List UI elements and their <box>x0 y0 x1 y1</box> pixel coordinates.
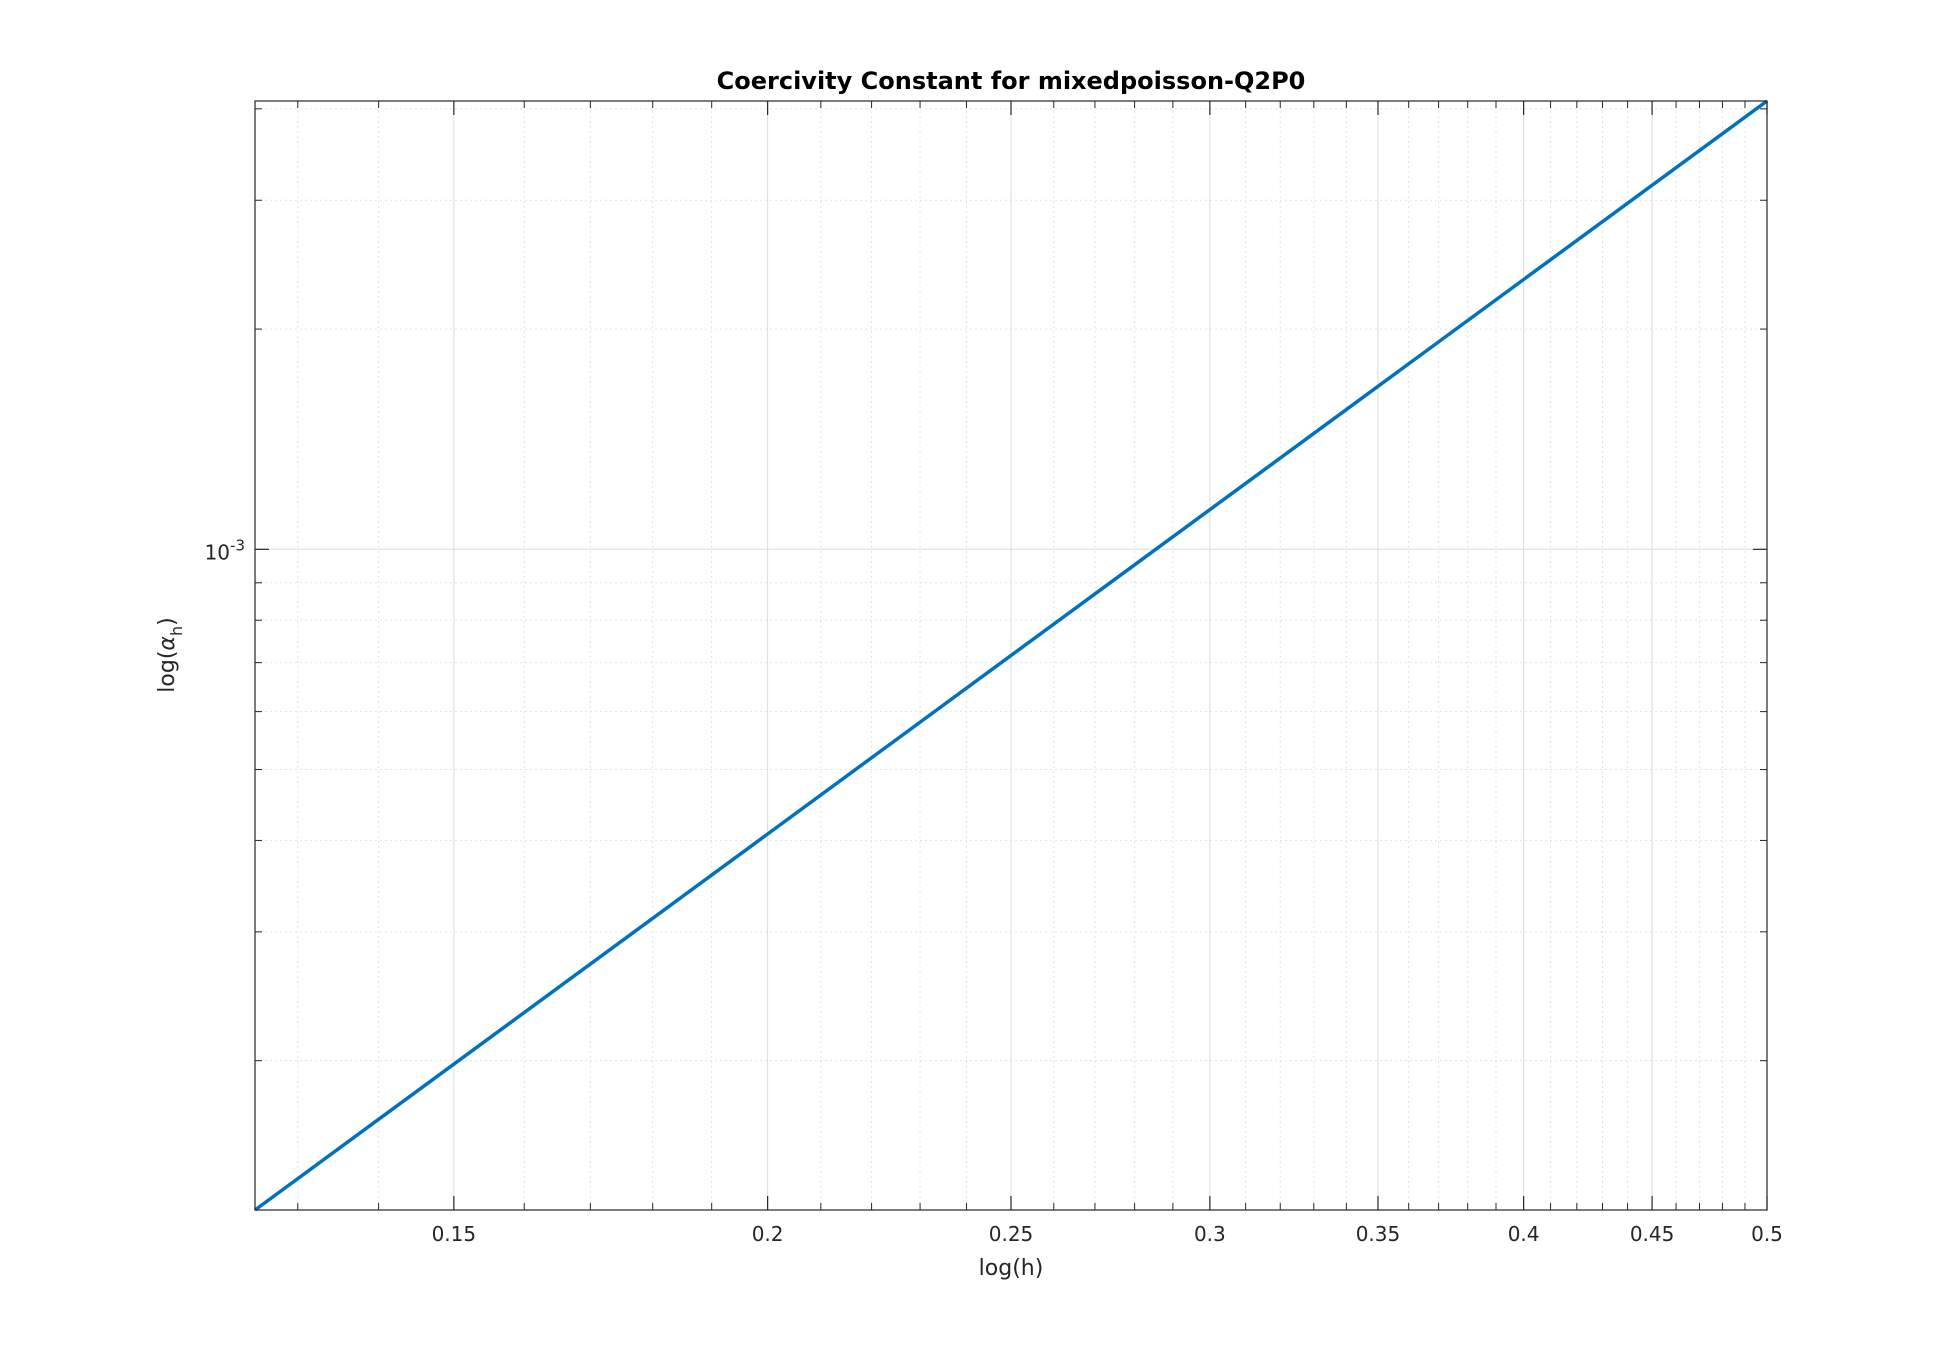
x-tick-label: 0.15 <box>432 1222 477 1246</box>
x-tick-label: 0.25 <box>989 1222 1034 1246</box>
tick-labels: 0.15 0.2 0.25 0.3 0.35 0.4 0.45 0.5 10-3 <box>205 536 1783 1246</box>
series-line <box>253 99 1769 1212</box>
x-tick-label: 0.2 <box>752 1222 784 1246</box>
y-tick-label-exponent: -3 <box>230 536 245 554</box>
y-axis-label-subscript: h <box>167 626 186 636</box>
chart-title: Coercivity Constant for mixedpoisson-Q2P… <box>717 67 1306 95</box>
tick-marks <box>255 101 1768 1210</box>
y-tick-label-base: 10 <box>205 540 230 564</box>
x-tick-label: 0.45 <box>1630 1222 1675 1246</box>
x-tick-label: 0.35 <box>1356 1222 1401 1246</box>
series-layer <box>253 99 1769 1212</box>
x-tick-label: 0.3 <box>1194 1222 1226 1246</box>
y-tick-label: 10-3 <box>205 536 245 564</box>
x-axis-label: log(h) <box>979 1256 1044 1281</box>
y-axis-label-prefix: log( <box>155 651 180 693</box>
grid <box>255 101 1768 1210</box>
x-tick-label: 0.5 <box>1751 1222 1783 1246</box>
x-tick-label: 0.4 <box>1508 1222 1540 1246</box>
y-axis-label: log(αh) <box>155 617 186 692</box>
y-axis-label-symbol: α <box>155 636 180 651</box>
y-axis-label-suffix: ) <box>155 617 180 626</box>
